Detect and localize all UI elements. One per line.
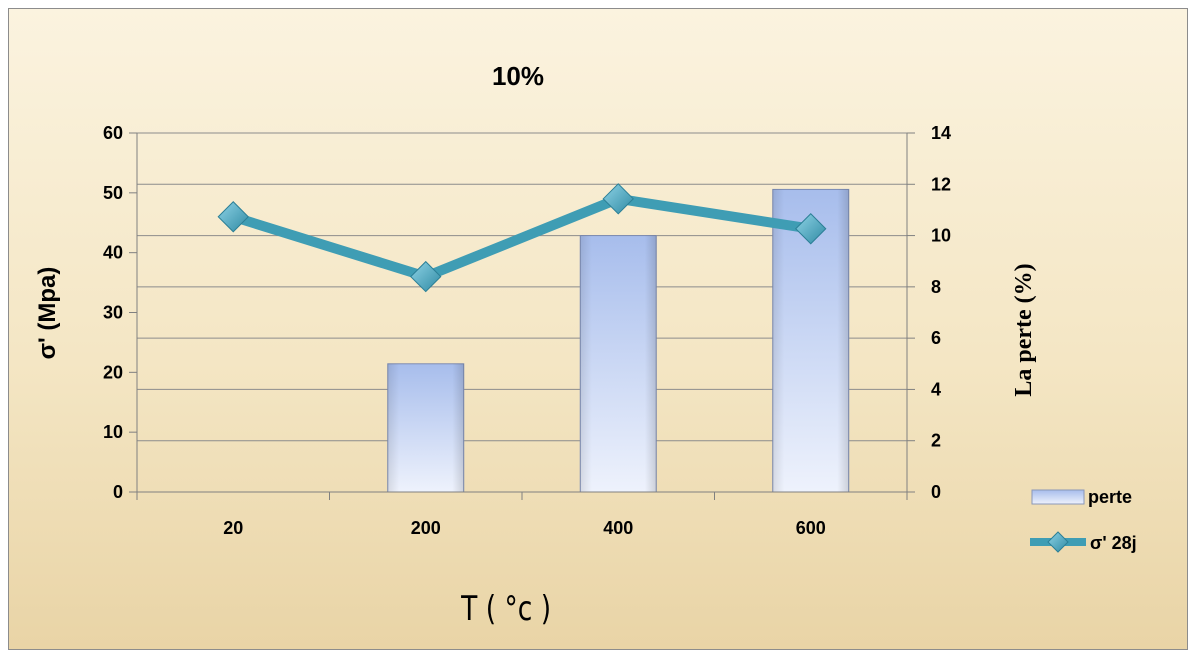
series-point bbox=[217, 201, 249, 233]
series-point bbox=[410, 260, 442, 293]
y-axis-left-tick-label: 30 bbox=[103, 303, 123, 323]
y-axis-right-tick-label: 2 bbox=[931, 431, 941, 451]
legend-bar-swatch bbox=[1031, 489, 1085, 505]
bar-series-perte bbox=[387, 188, 850, 493]
legend: perte σ' 28j bbox=[1030, 487, 1137, 553]
series-point bbox=[795, 213, 827, 245]
x-axis-label: T ( °c ) bbox=[460, 590, 551, 629]
y-axis-left-label: σ' (Mpa) bbox=[34, 267, 61, 360]
y-axis-left-tick-label: 20 bbox=[103, 362, 123, 382]
legend-label-sigma: σ' 28j bbox=[1090, 533, 1137, 553]
axes bbox=[129, 132, 915, 500]
legend-marker bbox=[1047, 531, 1069, 553]
x-axis-tick-label: 600 bbox=[796, 518, 826, 538]
x-axis-tick-label: 200 bbox=[411, 518, 441, 538]
chart-title: 10% bbox=[492, 61, 544, 91]
y-axis-right-tick-label: 10 bbox=[931, 226, 951, 246]
y-axis-right-tick-label: 12 bbox=[931, 174, 951, 194]
x-axis-tick-label: 400 bbox=[603, 518, 633, 538]
x-axis-tick-label: 20 bbox=[223, 518, 243, 538]
legend-label-perte: perte bbox=[1088, 487, 1132, 507]
bar-shade bbox=[580, 235, 657, 493]
y-axis-right-tick-label: 0 bbox=[931, 482, 941, 502]
y-axis-right-label: La perte (%) bbox=[1011, 263, 1037, 396]
y-axis-right-tick-label: 14 bbox=[931, 123, 951, 143]
y-axis-right-tick-label: 4 bbox=[931, 379, 941, 399]
y-axis-right-tick-label: 8 bbox=[931, 277, 941, 297]
line-series-sigma bbox=[217, 183, 827, 293]
y-axis-right-tick-label: 6 bbox=[931, 328, 941, 348]
y-axis-left-tick-label: 50 bbox=[103, 183, 123, 203]
y-axis-left-ticks: 0 10 20 30 40 50 60 bbox=[103, 123, 123, 502]
y-axis-left-tick-label: 60 bbox=[103, 123, 123, 143]
series-line bbox=[228, 193, 816, 282]
bar-shade bbox=[387, 363, 464, 492]
y-axis-left-tick-label: 40 bbox=[103, 243, 123, 263]
y-axis-right-ticks: 0 2 4 6 8 10 12 14 bbox=[931, 123, 951, 502]
series-point bbox=[602, 183, 634, 215]
y-axis-left-tick-label: 10 bbox=[103, 422, 123, 442]
y-axis-left-tick-label: 0 bbox=[113, 482, 123, 502]
x-axis-ticks: 20 200 400 600 bbox=[223, 518, 826, 538]
